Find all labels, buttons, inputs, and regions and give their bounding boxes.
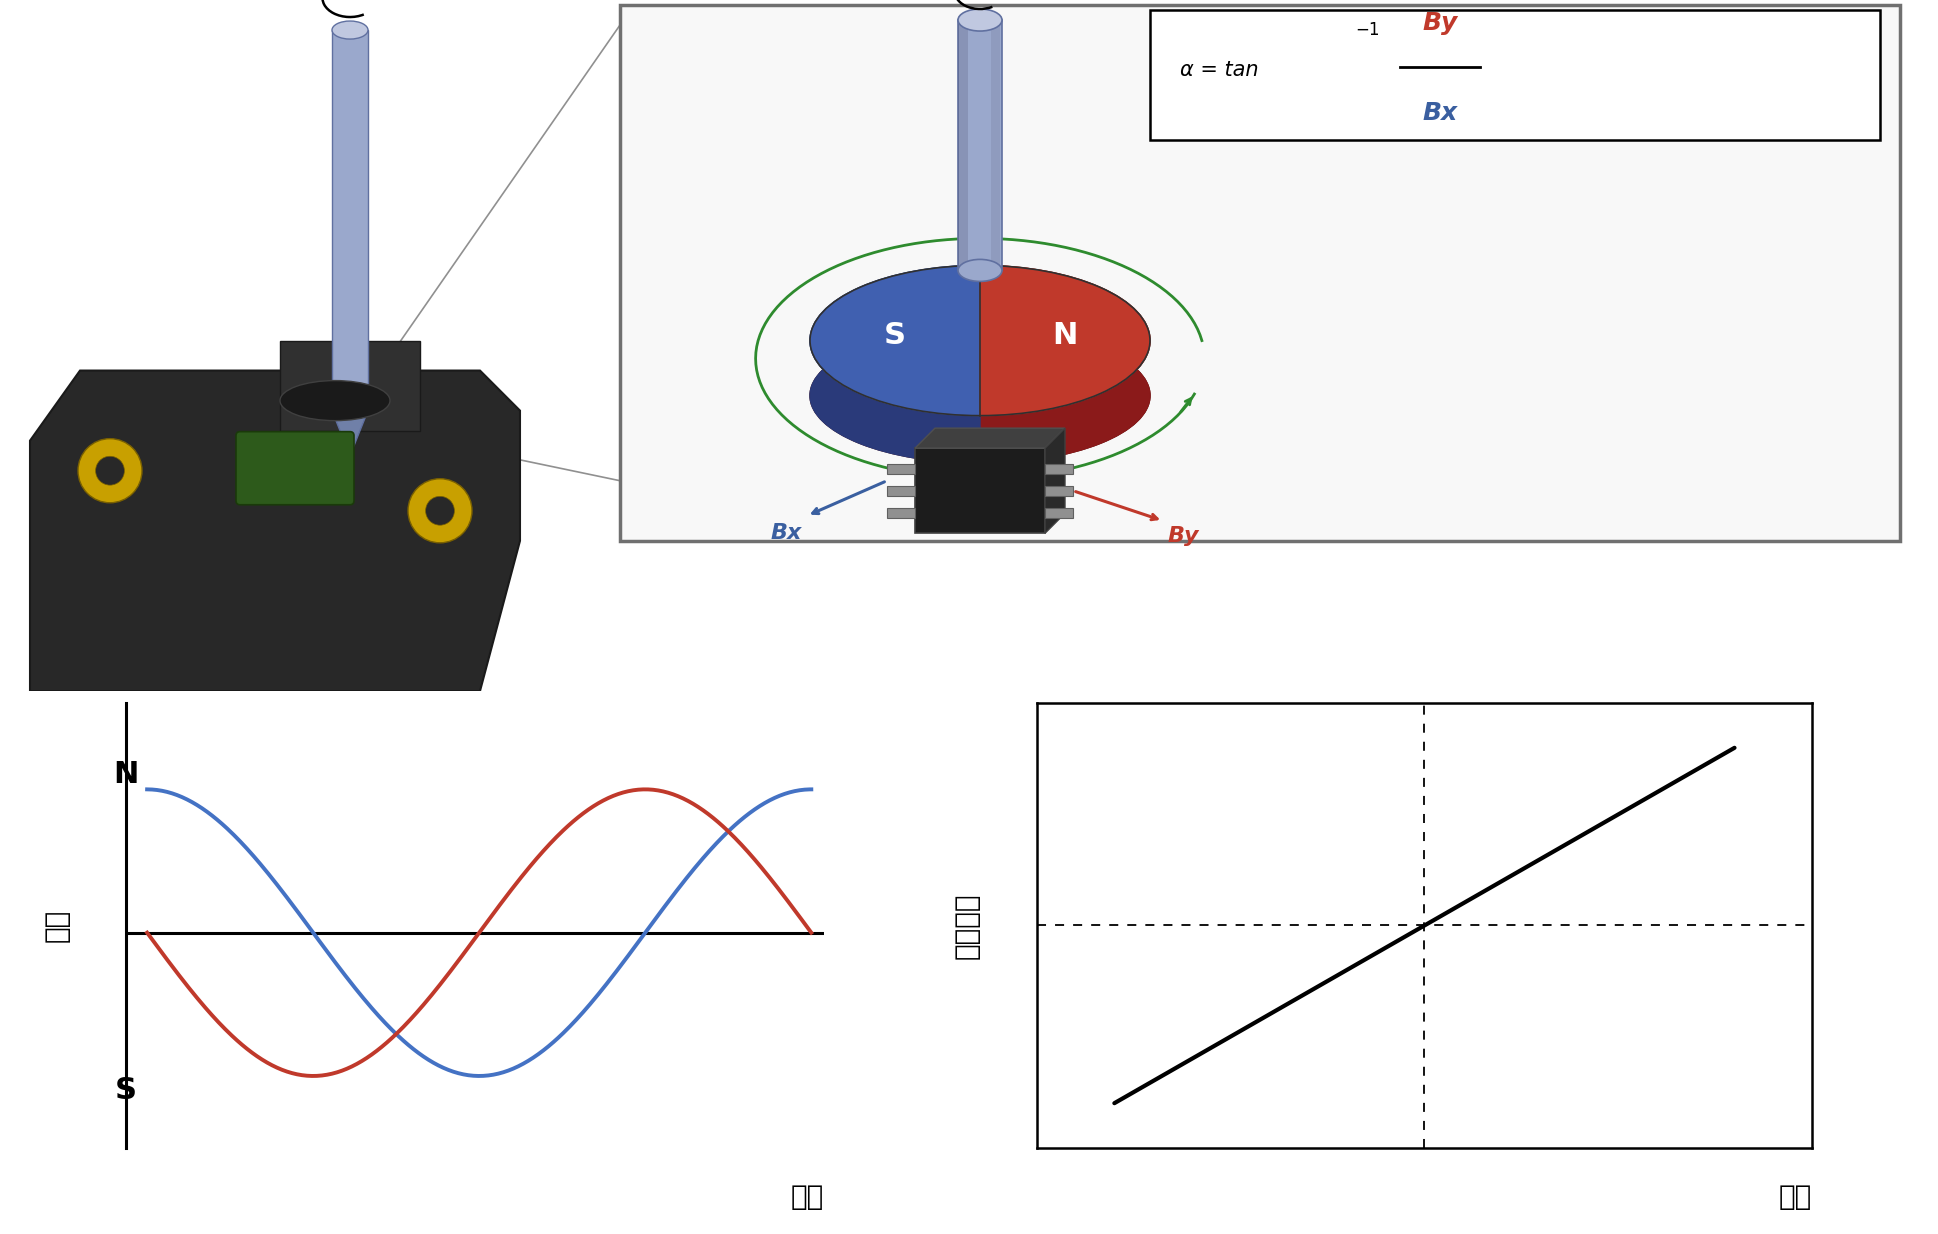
- Bar: [1045, 464, 1074, 474]
- Text: 出力電圧: 出力電圧: [953, 892, 981, 959]
- Text: S: S: [114, 1076, 138, 1104]
- Polygon shape: [279, 341, 421, 431]
- Circle shape: [426, 496, 453, 526]
- Text: By: By: [1169, 526, 1200, 545]
- Ellipse shape: [810, 328, 1149, 463]
- Polygon shape: [810, 265, 981, 463]
- Text: 磁力: 磁力: [43, 909, 70, 942]
- Polygon shape: [810, 265, 981, 416]
- Bar: [957, 20, 1002, 270]
- Text: Bx: Bx: [1422, 101, 1457, 125]
- Ellipse shape: [331, 21, 368, 39]
- Circle shape: [78, 438, 141, 502]
- FancyBboxPatch shape: [620, 5, 1899, 540]
- Ellipse shape: [957, 9, 1002, 31]
- Circle shape: [409, 479, 473, 543]
- Ellipse shape: [957, 259, 1002, 281]
- Text: 角度: 角度: [1779, 1183, 1812, 1211]
- Bar: [957, 20, 967, 270]
- Polygon shape: [915, 428, 1066, 448]
- Text: N: N: [1052, 321, 1078, 350]
- Bar: [888, 464, 915, 474]
- Bar: [339, 30, 349, 411]
- Bar: [331, 30, 368, 411]
- FancyBboxPatch shape: [915, 448, 1045, 533]
- Bar: [990, 20, 1000, 270]
- Bar: [888, 486, 915, 496]
- Text: S: S: [884, 321, 905, 350]
- FancyBboxPatch shape: [1149, 10, 1880, 141]
- Bar: [331, 30, 339, 411]
- Polygon shape: [29, 370, 519, 691]
- Bar: [888, 507, 915, 518]
- Text: N: N: [112, 760, 140, 790]
- Polygon shape: [981, 265, 1149, 416]
- Text: By: By: [1422, 11, 1457, 35]
- FancyBboxPatch shape: [236, 432, 355, 505]
- Ellipse shape: [279, 380, 390, 421]
- Text: 角度: 角度: [791, 1183, 824, 1211]
- Bar: [359, 30, 366, 411]
- Bar: [1045, 507, 1074, 518]
- Polygon shape: [981, 265, 1149, 463]
- Text: α = tan: α = tan: [1180, 60, 1258, 80]
- Text: −1: −1: [1355, 21, 1380, 39]
- Polygon shape: [1045, 428, 1066, 533]
- Text: Bx: Bx: [771, 523, 802, 543]
- Polygon shape: [331, 411, 368, 455]
- Bar: [1045, 486, 1074, 496]
- Circle shape: [95, 457, 124, 485]
